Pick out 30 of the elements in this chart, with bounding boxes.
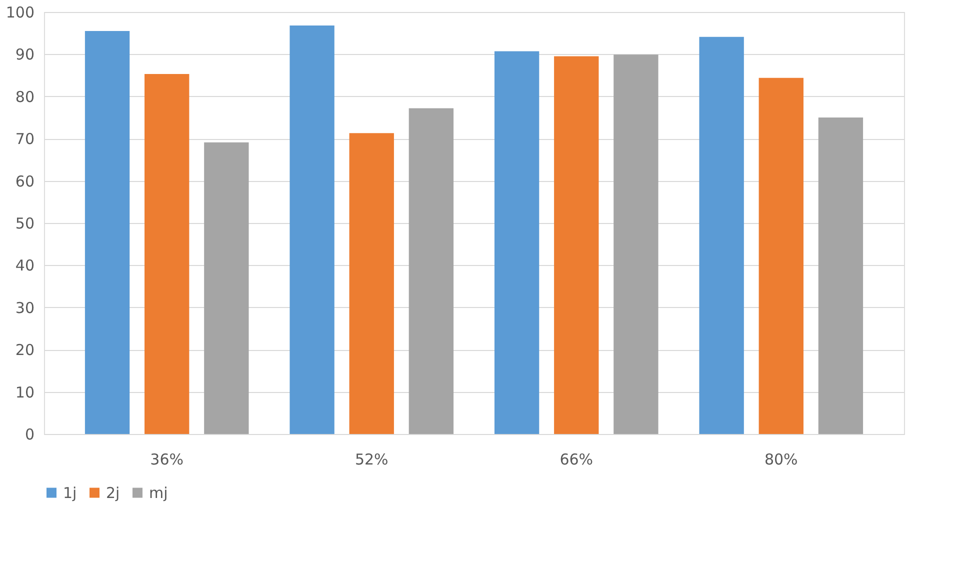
y-tick-label: 60 <box>15 172 34 190</box>
bar <box>408 108 454 434</box>
y-tick-label: 0 <box>24 426 34 444</box>
bar <box>554 56 599 434</box>
y-tick-label: 100 <box>6 4 34 22</box>
bar <box>144 74 190 434</box>
y-tick-label: 70 <box>15 130 34 148</box>
legend-label: mj <box>149 484 168 502</box>
bar <box>84 30 130 434</box>
legend-label: 1j <box>63 484 77 502</box>
y-tick-label: 50 <box>15 214 34 232</box>
x-tick-label: 66% <box>560 450 594 468</box>
y-tick-label: 40 <box>15 256 34 275</box>
bar <box>290 26 334 434</box>
bar <box>614 54 658 434</box>
bar <box>349 133 394 434</box>
y-tick-label: 90 <box>15 46 34 64</box>
bar <box>818 118 864 434</box>
bar <box>699 36 744 434</box>
x-tick-label: 80% <box>764 450 798 468</box>
bar <box>204 142 249 434</box>
y-tick-label: 80 <box>15 88 34 106</box>
x-tick-label: 52% <box>354 450 388 468</box>
bar <box>494 51 540 434</box>
bar <box>758 78 804 434</box>
x-tick-label: 36% <box>150 450 184 468</box>
y-tick-label: 30 <box>15 298 34 317</box>
y-tick-label: 20 <box>15 341 34 360</box>
y-tick-label: 10 <box>15 383 34 402</box>
legend-label: 2j <box>106 484 120 502</box>
